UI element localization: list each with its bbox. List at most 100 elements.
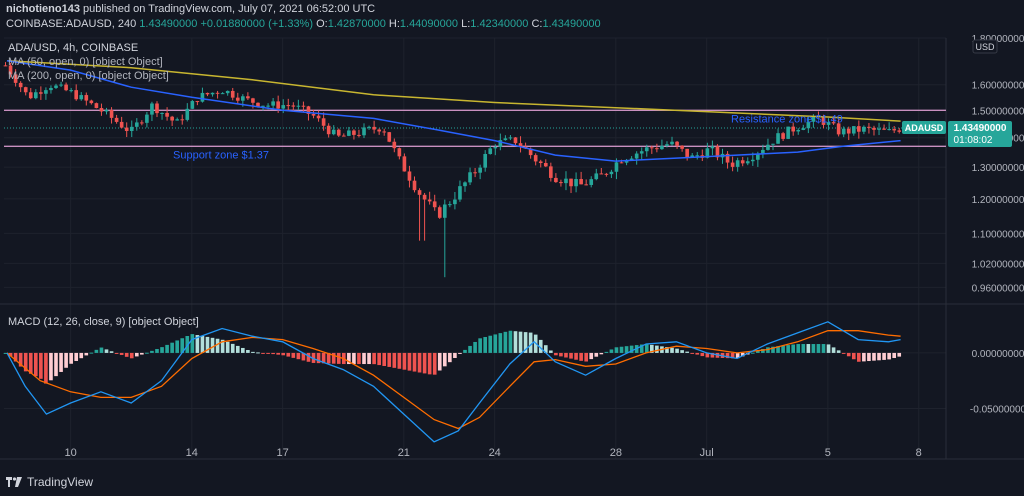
candle-body[interactable] [458, 186, 462, 200]
candle-body[interactable] [230, 90, 235, 98]
candle-body[interactable] [175, 119, 180, 121]
candle-body[interactable] [372, 126, 376, 130]
publisher-name[interactable]: nichotieno143 [6, 3, 80, 15]
candle-body[interactable] [887, 129, 891, 131]
candle-body[interactable] [639, 151, 644, 154]
candle-body[interactable] [851, 126, 856, 134]
candle-body[interactable] [3, 65, 8, 67]
candle-body[interactable] [604, 173, 609, 175]
candle-body[interactable] [453, 199, 457, 205]
candle-body[interactable] [205, 92, 210, 95]
candle-body[interactable] [296, 105, 301, 107]
candle-body[interactable] [740, 160, 745, 164]
candle-body[interactable] [806, 121, 811, 129]
candle-body[interactable] [776, 133, 780, 144]
candle-body[interactable] [261, 105, 265, 107]
candle-body[interactable] [594, 173, 599, 180]
candle-body[interactable] [89, 100, 94, 104]
candle-body[interactable] [761, 149, 765, 154]
candle-body[interactable] [347, 130, 351, 136]
candle-body[interactable] [488, 148, 493, 154]
candle-body[interactable] [246, 96, 250, 99]
candle-body[interactable] [160, 112, 164, 114]
candle-body[interactable] [584, 184, 588, 186]
candle-body[interactable] [271, 101, 275, 106]
candle-body[interactable] [74, 90, 79, 100]
candle-body[interactable] [437, 207, 442, 218]
candle-body[interactable] [387, 132, 392, 142]
candle-body[interactable] [750, 159, 755, 162]
candle-body[interactable] [417, 190, 422, 195]
candle-body[interactable] [867, 126, 871, 128]
candle-body[interactable] [549, 166, 553, 178]
candle-body[interactable] [256, 102, 260, 107]
candle-body[interactable] [266, 105, 270, 107]
candle-body[interactable] [129, 126, 134, 131]
macd-signal-line[interactable] [6, 330, 901, 430]
candle-body[interactable] [54, 85, 58, 88]
candle-body[interactable] [508, 137, 513, 139]
candle-body[interactable] [225, 90, 230, 94]
candle-body[interactable] [33, 92, 38, 99]
candle-body[interactable] [140, 122, 144, 124]
candle-body[interactable] [811, 116, 816, 122]
candle-body[interactable] [503, 138, 508, 141]
currency-box[interactable] [972, 39, 998, 54]
candle-body[interactable] [589, 179, 594, 185]
candle-body[interactable] [59, 84, 63, 86]
candle-body[interactable] [397, 148, 402, 157]
candle-body[interactable] [463, 182, 467, 187]
candle-body[interactable] [836, 123, 841, 135]
candle-body[interactable] [690, 155, 695, 158]
candle-body[interactable] [286, 105, 291, 107]
candle-body[interactable] [210, 92, 215, 95]
candle-body[interactable] [64, 84, 68, 91]
candle-body[interactable] [13, 74, 18, 83]
candle-body[interactable] [155, 103, 159, 114]
candle-body[interactable] [574, 179, 578, 187]
candle-body[interactable] [528, 148, 533, 156]
candle-body[interactable] [69, 90, 73, 92]
candle-body[interactable] [579, 179, 583, 185]
candle-body[interactable] [251, 98, 255, 103]
candle-body[interactable] [316, 115, 321, 119]
candle-body[interactable] [892, 129, 896, 131]
candle-body[interactable] [498, 140, 503, 147]
candle-body[interactable] [39, 92, 43, 94]
candle-body[interactable] [730, 162, 735, 167]
candle-body[interactable] [407, 171, 412, 181]
candle-body[interactable] [831, 122, 836, 124]
candle-body[interactable] [766, 144, 770, 150]
candle-body[interactable] [200, 92, 205, 102]
candle-body[interactable] [609, 171, 614, 175]
candle-body[interactable] [513, 137, 518, 144]
candle-body[interactable] [655, 148, 659, 150]
candle-body[interactable] [735, 160, 740, 167]
candle-body[interactable] [473, 172, 477, 174]
candle-body[interactable] [685, 148, 689, 158]
candle-body[interactable] [150, 103, 154, 115]
candle-body[interactable] [569, 178, 573, 187]
candle-body[interactable] [821, 116, 826, 125]
candle-body[interactable] [493, 146, 498, 149]
candle-body[interactable] [791, 126, 796, 132]
candle-body[interactable] [84, 95, 89, 101]
candle-body[interactable] [745, 161, 750, 164]
candle-body[interactable] [533, 155, 538, 162]
candle-body[interactable] [442, 204, 447, 218]
candle-body[interactable] [28, 92, 33, 99]
candle-body[interactable] [190, 101, 195, 109]
candle-body[interactable] [857, 126, 861, 132]
candle-body[interactable] [114, 117, 119, 122]
candle-body[interactable] [134, 122, 139, 127]
candle-body[interactable] [710, 146, 715, 149]
candle-body[interactable] [241, 96, 245, 101]
candle-body[interactable] [554, 177, 558, 183]
candle-body[interactable] [382, 131, 387, 133]
candle-body[interactable] [468, 172, 472, 183]
ma200-line[interactable] [6, 59, 901, 122]
candle-body[interactable] [624, 160, 629, 163]
candle-body[interactable] [675, 141, 679, 146]
candle-body[interactable] [104, 110, 109, 112]
candle-body[interactable] [8, 65, 13, 75]
